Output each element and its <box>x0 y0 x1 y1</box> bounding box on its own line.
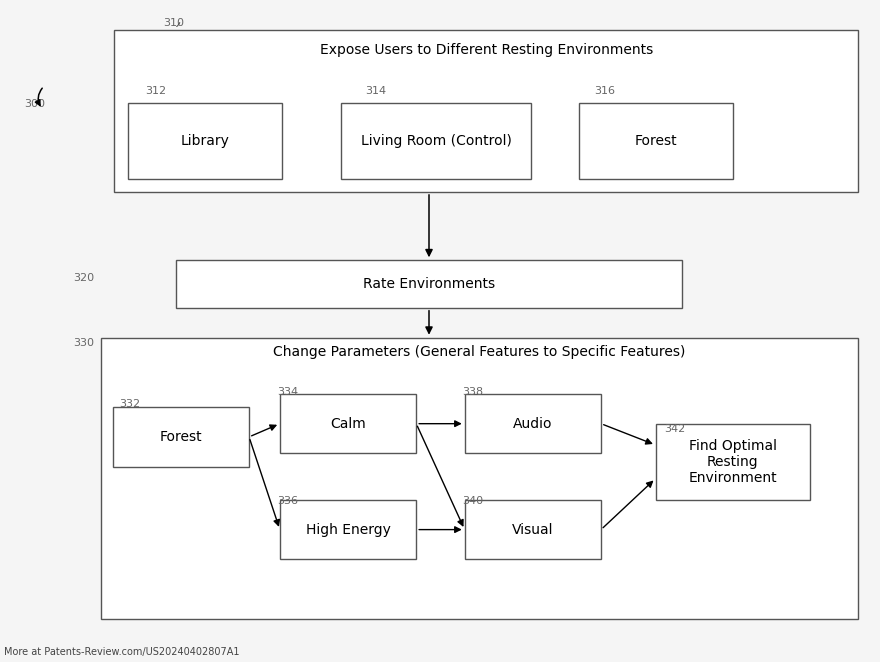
Text: Find Optimal
Resting
Environment: Find Optimal Resting Environment <box>688 438 777 485</box>
Text: Library: Library <box>180 134 229 148</box>
Text: Forest: Forest <box>159 430 202 444</box>
Bar <box>176 260 682 308</box>
Text: More at Patents-Review.com/US20240402807A1: More at Patents-Review.com/US20240402807… <box>4 647 240 657</box>
Text: Living Room (Control): Living Room (Control) <box>361 134 511 148</box>
Text: Forest: Forest <box>634 134 678 148</box>
Bar <box>114 30 858 192</box>
Bar <box>465 394 601 453</box>
Text: Expose Users to Different Resting Environments: Expose Users to Different Resting Enviro… <box>320 42 653 57</box>
Text: 316: 316 <box>594 86 615 96</box>
Bar <box>101 338 858 619</box>
Text: 332: 332 <box>119 399 140 409</box>
Text: Change Parameters (General Features to Specific Features): Change Parameters (General Features to S… <box>274 345 686 359</box>
Text: 300: 300 <box>25 99 46 109</box>
Bar <box>341 103 531 179</box>
Text: 334: 334 <box>277 387 298 397</box>
Text: Calm: Calm <box>330 416 366 431</box>
Text: Rate Environments: Rate Environments <box>363 277 495 291</box>
Bar <box>128 103 282 179</box>
Text: 312: 312 <box>145 86 166 96</box>
Text: 330: 330 <box>73 338 94 348</box>
Text: 342: 342 <box>664 424 686 434</box>
Text: 320: 320 <box>73 273 94 283</box>
Text: High Energy: High Energy <box>305 522 391 537</box>
Text: 336: 336 <box>277 496 298 506</box>
Text: Audio: Audio <box>513 416 553 431</box>
Bar <box>465 500 601 559</box>
Text: 340: 340 <box>462 496 483 506</box>
Text: Visual: Visual <box>512 522 554 537</box>
Text: 338: 338 <box>462 387 483 397</box>
Bar <box>656 424 810 500</box>
Bar <box>579 103 733 179</box>
Text: 310: 310 <box>163 18 184 28</box>
Bar <box>280 500 416 559</box>
Text: 314: 314 <box>365 86 386 96</box>
Bar <box>113 407 249 467</box>
Bar <box>280 394 416 453</box>
